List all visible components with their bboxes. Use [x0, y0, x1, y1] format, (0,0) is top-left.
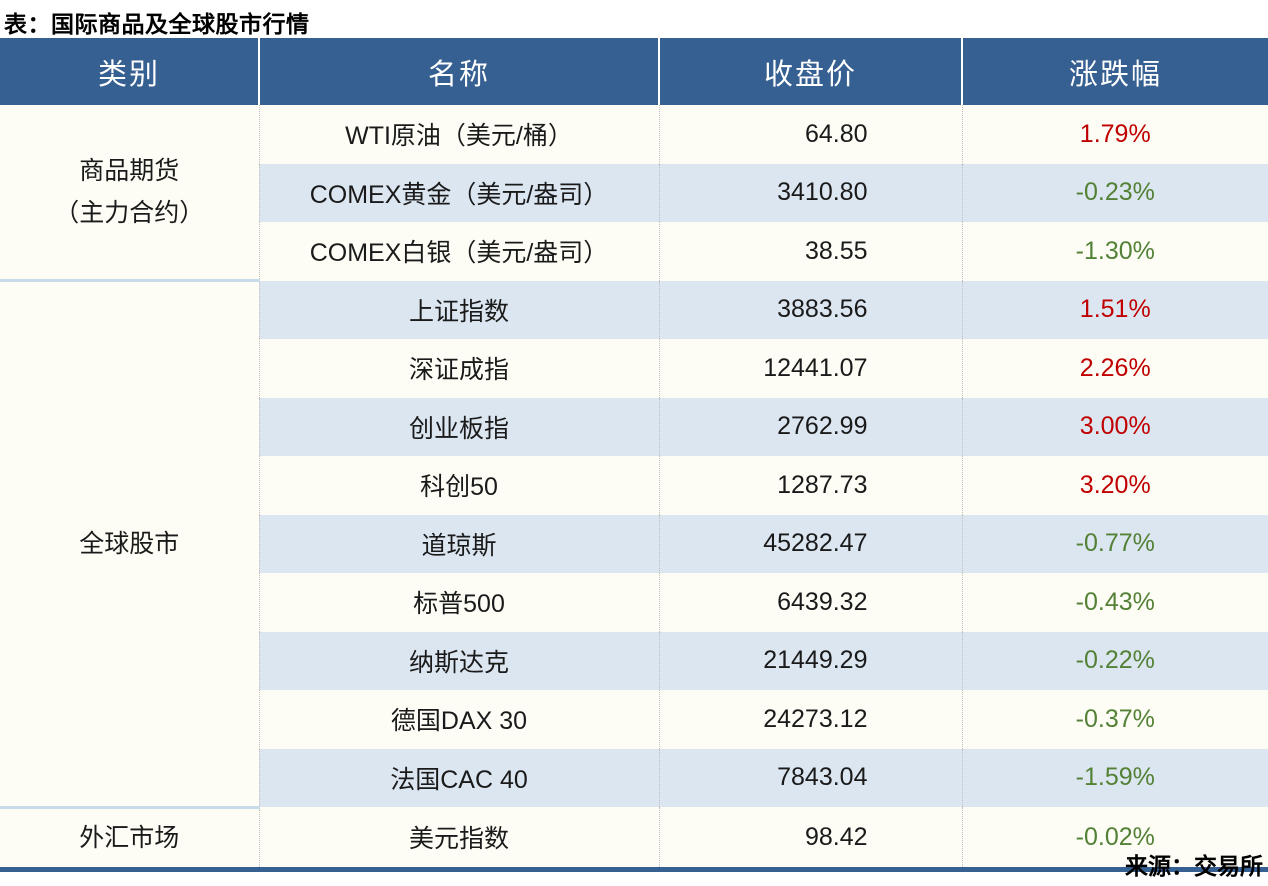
change-percent-value: 3.00% [1079, 412, 1151, 441]
name-cell: 法国CAC 40 [258, 748, 659, 807]
change-percent-cell: 3.20% [961, 456, 1268, 515]
name-cell: 德国DAX 30 [258, 690, 659, 749]
change-percent-value: -0.43% [1075, 587, 1155, 616]
table-title: 表：国际商品及全球股市行情 [4, 11, 310, 37]
name-cell: COMEX黄金（美元/盎司） [258, 163, 659, 222]
name-cell: 上证指数 [258, 280, 659, 339]
column-header-category: 类别 [0, 38, 259, 105]
category-label: 全球股市 [79, 529, 180, 558]
change-percent-value: 3.20% [1079, 470, 1151, 499]
close-price-cell: 45282.47 [658, 514, 962, 573]
table-row: 道琼斯 45282.47 -0.77% [0, 514, 1268, 573]
table-row: 商品期货 （主力合约） WTI原油（美元/桶） 64.80 1.79% [0, 105, 1268, 281]
change-percent-value: -0.02% [1075, 822, 1155, 851]
header-row: 类别 名称 收盘价 涨跌幅 [0, 38, 1268, 105]
change-percent-value: -0.37% [1075, 704, 1155, 733]
change-percent-cell: -0.37% [961, 690, 1268, 749]
name-cell: 创业板指 [258, 397, 659, 456]
table-row: COMEX白银（美元/盎司） 38.55 -1.30% [0, 222, 1268, 281]
column-header-close: 收盘价 [658, 38, 962, 105]
category-cell-global-stocks: 全球股市 [0, 279, 259, 807]
change-percent-value: -0.22% [1075, 646, 1155, 675]
table-row: 创业板指 2762.99 3.00% [0, 397, 1268, 456]
change-percent-cell: -0.23% [961, 163, 1268, 222]
change-percent-cell: -0.77% [961, 514, 1268, 573]
close-price-cell: 24273.12 [658, 690, 962, 749]
name-cell: WTI原油（美元/桶） [258, 105, 659, 164]
column-header-name: 名称 [258, 38, 659, 105]
table-row: 科创50 1287.73 3.20% [0, 456, 1268, 515]
category-label: 商品期货 [79, 156, 180, 185]
name-cell: 标普500 [258, 573, 659, 632]
change-percent-cell: -0.02% [961, 807, 1268, 870]
change-percent-value: 1.51% [1079, 295, 1151, 324]
change-percent-cell: -0.43% [961, 573, 1268, 632]
table-row: 深证成指 12441.07 2.26% [0, 339, 1268, 398]
change-percent-cell: 2.26% [961, 339, 1268, 398]
close-price-cell: 1287.73 [658, 456, 962, 515]
change-percent-cell: -1.30% [961, 222, 1268, 281]
close-price-cell: 64.80 [658, 105, 962, 164]
change-percent-cell: 1.79% [961, 105, 1268, 164]
category-label: 外汇市场 [79, 823, 180, 852]
close-price-cell: 98.42 [658, 807, 962, 870]
name-cell: 纳斯达克 [258, 631, 659, 690]
change-percent-cell: -0.22% [961, 631, 1268, 690]
close-price-cell: 12441.07 [658, 339, 962, 398]
table-row: 纳斯达克 21449.29 -0.22% [0, 631, 1268, 690]
table-row: 外汇市场 美元指数 98.42 -0.02% [0, 805, 1268, 870]
name-cell: 深证成指 [258, 339, 659, 398]
close-price-cell: 3410.80 [658, 163, 962, 222]
close-price-cell: 3883.56 [658, 280, 962, 339]
change-percent-cell: 1.51% [961, 280, 1268, 339]
name-cell: 道琼斯 [258, 514, 659, 573]
change-percent-value: -1.30% [1075, 236, 1155, 265]
table-row: COMEX黄金（美元/盎司） 3410.80 -0.23% [0, 163, 1268, 222]
close-price-cell: 7843.04 [658, 748, 962, 807]
table-row: 标普500 6439.32 -0.43% [0, 573, 1268, 632]
table-row: 全球股市 上证指数 3883.56 1.51% [0, 279, 1268, 807]
market-table: 类别 名称 收盘价 涨跌幅 商品期货 （主力合约） WTI原油（美元/桶） 64… [0, 38, 1268, 872]
change-percent-value: -1.59% [1075, 763, 1155, 792]
name-cell: 科创50 [258, 456, 659, 515]
close-price-cell: 2762.99 [658, 397, 962, 456]
change-percent-cell: 3.00% [961, 397, 1268, 456]
category-label-line2: （主力合约） [54, 199, 205, 227]
change-percent-cell: -1.59% [961, 748, 1268, 807]
column-header-change: 涨跌幅 [961, 38, 1268, 105]
change-percent-value: 2.26% [1079, 353, 1151, 382]
name-cell: COMEX白银（美元/盎司） [258, 222, 659, 281]
change-percent-value: -0.77% [1075, 529, 1155, 558]
close-price-cell: 38.55 [658, 222, 962, 281]
source-note: 来源：交易所 [1125, 853, 1263, 879]
name-cell: 美元指数 [258, 807, 659, 870]
category-cell-forex: 外汇市场 [0, 805, 259, 870]
close-price-cell: 6439.32 [658, 573, 962, 632]
change-percent-value: -0.23% [1075, 178, 1155, 207]
change-percent-value: 1.79% [1079, 119, 1151, 148]
close-price-cell: 21449.29 [658, 631, 962, 690]
table-row: 德国DAX 30 24273.12 -0.37% [0, 690, 1268, 749]
category-cell-commodities: 商品期货 （主力合约） [0, 105, 259, 281]
table-row: 法国CAC 40 7843.04 -1.59% [0, 748, 1268, 807]
